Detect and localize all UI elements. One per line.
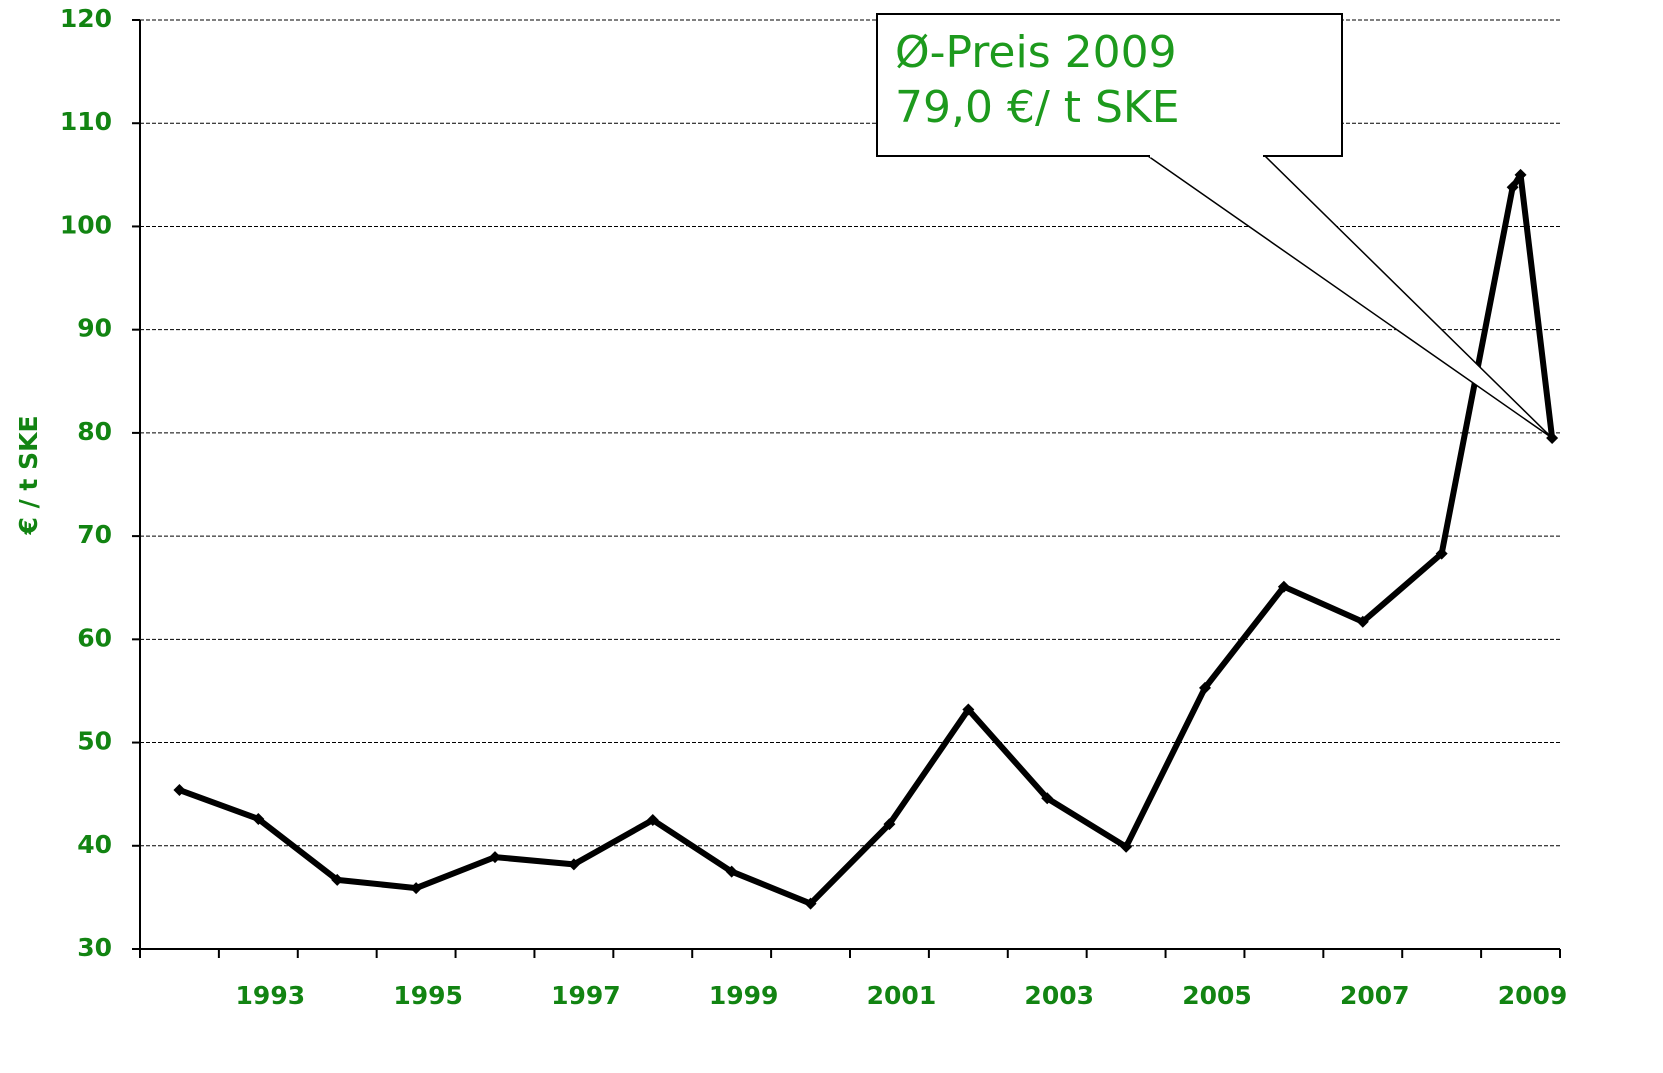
y-tick-label: 60 [77, 623, 112, 652]
data-point [173, 784, 186, 797]
data-point [1356, 615, 1369, 628]
x-tick-label: 1997 [551, 981, 621, 1010]
x-tick-label: 2009 [1498, 981, 1568, 1010]
data-line [178, 171, 1556, 907]
y-tick-label: 40 [77, 830, 112, 859]
x-tick-label: 2005 [1182, 981, 1252, 1010]
y-tick-label: 90 [77, 314, 112, 343]
data-point [1514, 168, 1527, 181]
annotation-text: 79,0 €/ t SKE [895, 82, 1180, 133]
y-tick-label: 80 [77, 417, 112, 446]
data-point [1506, 181, 1519, 194]
y-tick-label: 100 [60, 210, 112, 239]
y-tick-label: 50 [77, 727, 112, 756]
y-tick-label: 120 [60, 4, 112, 33]
data-point [1277, 580, 1290, 593]
data-point [410, 882, 423, 895]
data-point [725, 865, 738, 878]
callout-box [876, 13, 1343, 157]
data-point [1435, 547, 1448, 560]
annotation-text: Ø-Preis 2009 [895, 27, 1177, 78]
data-point [489, 851, 501, 864]
data-point [1041, 792, 1054, 805]
data-point [252, 812, 265, 825]
x-tick-label: 1995 [393, 981, 463, 1010]
data-point [962, 703, 975, 716]
x-tick-label: 2007 [1340, 981, 1410, 1010]
y-tick-label: 70 [77, 520, 112, 549]
data-point [883, 818, 896, 831]
y-axis-label: € / t SKE [14, 415, 43, 535]
data-point [1199, 681, 1211, 694]
data-point [646, 813, 659, 826]
data-point [804, 897, 817, 910]
data-point [1120, 840, 1133, 853]
y-tick-label: 110 [60, 107, 112, 136]
data-point [567, 858, 580, 871]
x-tick-label: 1999 [709, 981, 779, 1010]
data-point [331, 873, 344, 886]
y-tick-label: 30 [77, 933, 112, 962]
x-tick-label: 1993 [236, 981, 306, 1010]
x-tick-label: 2001 [867, 981, 937, 1010]
x-tick-label: 2003 [1024, 981, 1094, 1010]
